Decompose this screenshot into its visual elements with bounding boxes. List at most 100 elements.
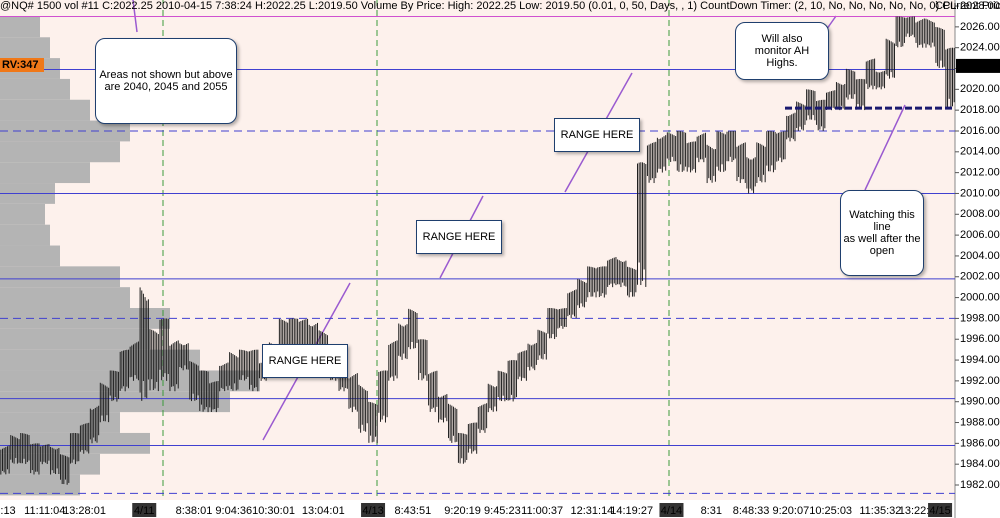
x-tick-label: 8:48:33 <box>733 505 770 517</box>
x-tick-label: 9:04:36 <box>215 505 252 517</box>
price-bar-group <box>159 318 169 381</box>
x-tick-label: 4/14 <box>661 505 682 517</box>
price-bar-group <box>20 433 30 464</box>
price-bar-group <box>209 381 219 413</box>
x-tick-label: 12:31:14 <box>570 505 613 517</box>
price-bar-group <box>428 370 438 413</box>
price-bar-group <box>537 329 547 360</box>
price-bar-group <box>109 370 120 402</box>
price-bar-group <box>587 266 597 298</box>
price-bar-group <box>766 131 776 173</box>
date-marker <box>132 503 157 517</box>
price-bar-group <box>527 342 537 371</box>
y-tick-label: 1990.00 <box>960 396 1000 408</box>
price-bar-group <box>477 403 488 433</box>
volume-bar <box>0 391 230 413</box>
x-tick-label: 11:11:04 <box>24 505 65 517</box>
price-bar-group <box>79 422 90 454</box>
price-bar-group <box>149 329 159 392</box>
price-bar-group <box>736 142 746 183</box>
x-tick-label: 10:30:01 <box>252 505 295 517</box>
x-tick-label: 8:13 <box>0 505 16 517</box>
y-tick-label: 2010.00 <box>960 187 1000 199</box>
callout-line: Highs. <box>766 57 798 69</box>
y-tick-label: 2008.00 <box>960 208 1000 220</box>
y-tick-label: 2002.00 <box>960 271 1000 283</box>
price-bar-group <box>398 323 408 360</box>
callout-line: are 2040, 2045 and 2055 <box>104 81 228 93</box>
volume-bar <box>0 78 70 100</box>
volume-bar <box>0 474 80 496</box>
y-tick-label: 2020.00 <box>960 83 1000 95</box>
price-bar-group <box>895 16 905 48</box>
price-bar-group <box>298 318 309 350</box>
price-bar-group <box>179 343 189 371</box>
x-tick-label: 13:28:01 <box>63 505 106 517</box>
price-bar-group <box>60 454 70 485</box>
range-label: RANGE HERE <box>416 220 502 254</box>
price-bar-group <box>507 360 517 402</box>
price-bar-group <box>557 308 567 329</box>
price-bar-group <box>40 444 50 465</box>
callout: Areas not shown but above are 2040, 2045 … <box>95 38 237 124</box>
y-tick-label: 2004.00 <box>960 250 1000 262</box>
price-bar-group <box>517 350 527 381</box>
price-bar-group <box>806 89 816 121</box>
price-axis <box>955 0 1000 518</box>
price-bar-group <box>457 432 468 464</box>
callout: Will also monitor AH Highs. <box>735 22 829 80</box>
volume-bar <box>0 99 90 121</box>
price-bar-group <box>706 144 716 184</box>
header: @NQ# 1500 vol #11 C:2022.25 2010-04-15 7… <box>0 0 1000 12</box>
price-bar-group <box>229 352 239 391</box>
y-tick-label: 1988.00 <box>960 416 1000 428</box>
price-bar-group <box>696 132 706 163</box>
price-bar-group <box>388 340 398 381</box>
price-bar-group <box>239 349 249 381</box>
date-marker <box>361 503 386 517</box>
price-bar-group <box>497 370 508 402</box>
rv-label: RV:347 <box>2 59 39 71</box>
callout: Watching this line as well after the open <box>840 190 924 276</box>
x-tick-label: 8:38:01 <box>176 505 213 517</box>
price-bar-group <box>547 307 557 340</box>
callout-line: Areas not shown but above <box>99 69 233 81</box>
y-tick-label: 1998.00 <box>960 312 1000 324</box>
price-bar-group <box>816 99 826 131</box>
price-bar-group <box>835 82 846 111</box>
price-bar-group <box>418 339 428 381</box>
price-bar-group <box>0 445 10 475</box>
y-tick-label: 1994.00 <box>960 354 1000 366</box>
price-bar-group <box>716 131 726 172</box>
price-bar-group <box>30 443 40 475</box>
volume-bar <box>0 141 120 163</box>
price-bar-group <box>925 18 935 48</box>
price-bar-group <box>607 257 617 288</box>
y-tick-label: 1986.00 <box>960 437 1000 449</box>
price-bar-group <box>219 362 229 392</box>
price-bar-group <box>636 162 647 287</box>
x-tick-label: 11:35:32 <box>859 505 901 517</box>
price-bar-group <box>627 266 637 298</box>
price-bar-group <box>69 432 80 465</box>
y-tick-label: 1992.00 <box>960 375 1000 387</box>
price-bar-group <box>776 131 786 163</box>
price-bar-group <box>885 38 895 79</box>
price-bar-group <box>89 405 100 444</box>
price-bar-group <box>189 361 199 402</box>
price-bar-group <box>348 373 358 413</box>
x-tick-label: 9:20:07 <box>773 505 810 517</box>
y-tick-label: 1982.00 <box>960 479 1000 491</box>
volume-bar <box>0 224 50 246</box>
x-tick-label: 8:31 <box>701 505 722 517</box>
y-tick-label: 2016.00 <box>960 125 1000 137</box>
price-bar-group <box>676 130 687 172</box>
volume-bar <box>0 203 45 225</box>
price-bar-group <box>368 401 378 444</box>
volume-bar <box>0 16 40 38</box>
price-bar-group <box>905 16 915 38</box>
y-tick-label: 2028.00 <box>960 0 1000 12</box>
price-bar-group <box>358 384 368 433</box>
price-bar-group <box>99 382 110 423</box>
